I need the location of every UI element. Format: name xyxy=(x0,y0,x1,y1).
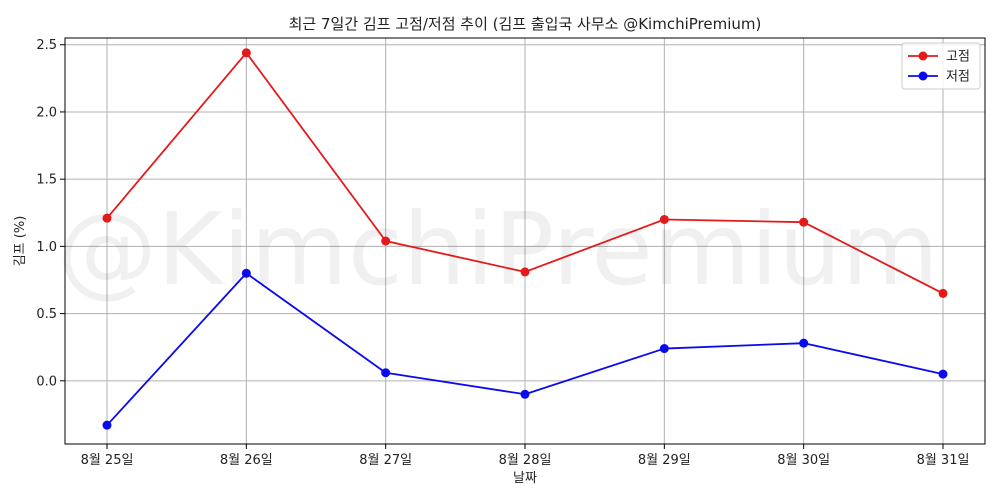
x-tick-label: 8월 30일 xyxy=(777,453,830,468)
data-point xyxy=(659,214,669,224)
y-tick-label: 0.5 xyxy=(36,307,57,322)
x-axis-label: 날짜 xyxy=(513,471,537,486)
data-point xyxy=(520,267,530,277)
legend-label: 고점 xyxy=(946,50,970,65)
x-tick-label: 8월 28일 xyxy=(499,453,552,468)
data-point xyxy=(799,338,809,348)
x-tick-label: 8월 27일 xyxy=(359,453,412,468)
legend-marker xyxy=(918,71,928,81)
legend-label: 저점 xyxy=(946,70,970,85)
x-tick-label: 8월 26일 xyxy=(220,453,273,468)
y-tick-label: 1.0 xyxy=(36,240,57,255)
watermark: @KimchiPremium xyxy=(57,191,939,308)
y-tick-label: 0.0 xyxy=(36,374,57,389)
series-high xyxy=(102,48,948,298)
y-axis-ticks: 0.0 0.5 1.0 1.5 2.0 2.5 xyxy=(36,38,65,389)
data-point xyxy=(241,268,251,278)
data-point xyxy=(102,420,112,430)
data-point xyxy=(938,369,948,379)
data-point xyxy=(241,48,251,58)
data-point xyxy=(381,368,391,378)
y-tick-label: 2.0 xyxy=(36,105,57,120)
x-tick-label: 8월 29일 xyxy=(638,453,691,468)
data-point xyxy=(381,236,391,246)
y-tick-label: 2.5 xyxy=(36,38,57,53)
y-axis-label: 김프 (%) xyxy=(13,216,28,267)
data-point xyxy=(938,288,948,298)
data-point xyxy=(102,213,112,223)
x-tick-label: 8월 31일 xyxy=(917,453,970,468)
x-tick-label: 8월 25일 xyxy=(81,453,134,468)
chart-title: 최근 7일간 김프 고점/저점 추이 (김프 출입국 사무소 @KimchiPr… xyxy=(289,15,762,33)
data-point xyxy=(799,217,809,227)
series-layer xyxy=(102,48,948,430)
data-point xyxy=(659,344,669,354)
x-axis-ticks: 8월 25일 8월 26일 8월 27일 8월 28일 8월 29일 8월 30일 8월 3… xyxy=(81,444,970,468)
legend-marker xyxy=(918,51,928,61)
series-low xyxy=(102,268,948,430)
data-point xyxy=(520,389,530,399)
y-tick-label: 1.5 xyxy=(36,173,57,188)
